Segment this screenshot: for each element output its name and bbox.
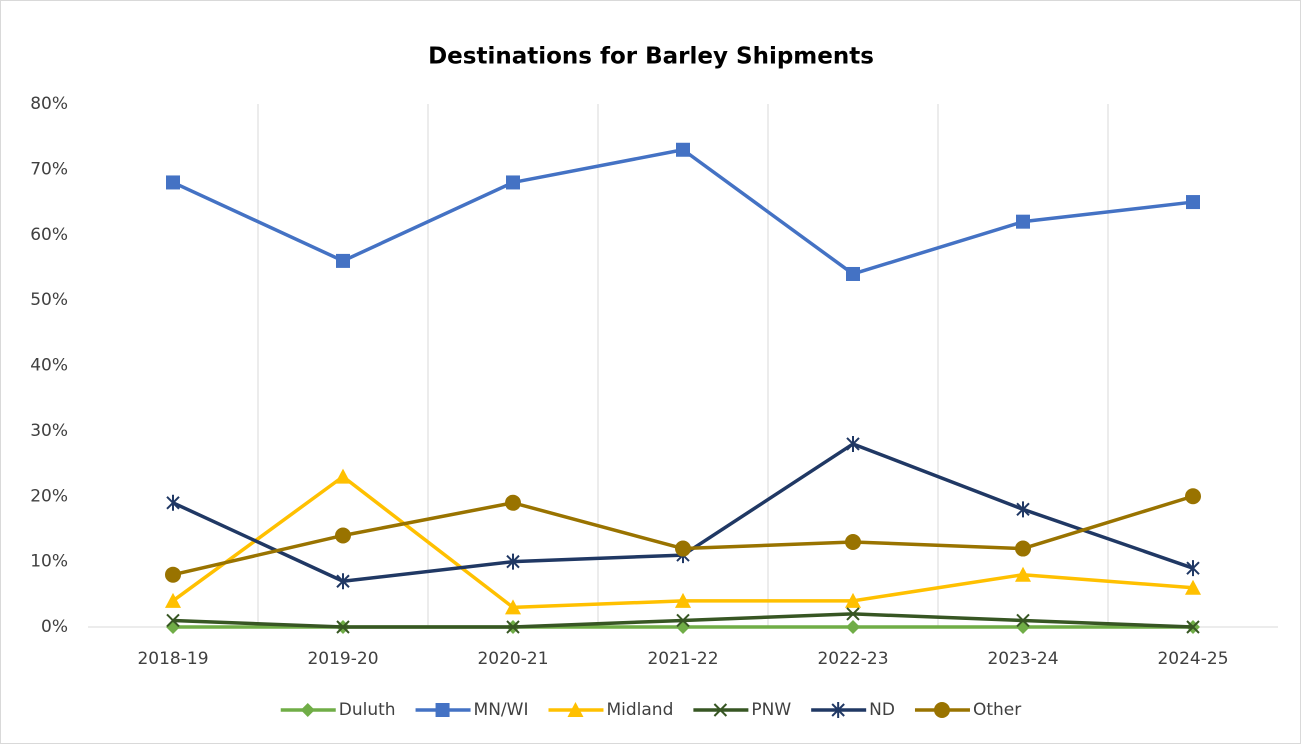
marker bbox=[336, 253, 350, 268]
x-tick-label: 2023-24 bbox=[987, 649, 1058, 669]
marker bbox=[1185, 488, 1201, 505]
marker bbox=[1016, 501, 1030, 518]
marker bbox=[676, 142, 690, 157]
y-tick-label: 30% bbox=[30, 421, 68, 441]
marker bbox=[165, 566, 181, 583]
x-tick-label: 2020-21 bbox=[477, 649, 548, 669]
marker bbox=[846, 435, 860, 452]
legend-label: PNW bbox=[751, 700, 791, 720]
marker bbox=[675, 592, 691, 608]
marker bbox=[506, 175, 520, 190]
legend-label: Other bbox=[973, 700, 1021, 720]
marker bbox=[335, 468, 351, 484]
marker bbox=[846, 266, 860, 281]
y-tick-label: 40% bbox=[30, 356, 68, 376]
legend-label: Midland bbox=[606, 700, 673, 720]
x-tick-label: 2018-19 bbox=[137, 649, 208, 669]
x-tick-label: 2022-23 bbox=[817, 649, 888, 669]
marker bbox=[846, 607, 860, 621]
marker bbox=[1186, 560, 1200, 577]
legend-marker bbox=[300, 703, 315, 717]
y-tick-label: 70% bbox=[30, 159, 68, 179]
x-tick-label: 2019-20 bbox=[307, 649, 378, 669]
marker bbox=[1016, 613, 1030, 628]
legend-marker bbox=[831, 702, 845, 718]
marker bbox=[336, 573, 350, 590]
y-tick-label: 0% bbox=[41, 617, 68, 637]
marker bbox=[166, 175, 180, 190]
marker bbox=[845, 592, 861, 608]
marker bbox=[1016, 214, 1030, 229]
marker bbox=[336, 620, 350, 634]
marker bbox=[166, 613, 180, 628]
legend-marker bbox=[435, 703, 450, 717]
marker bbox=[505, 599, 521, 615]
marker bbox=[1185, 579, 1201, 595]
chart-title: Destinations for Barley Shipments bbox=[428, 44, 874, 70]
y-tick-label: 60% bbox=[30, 225, 68, 245]
marker bbox=[845, 534, 861, 551]
marker bbox=[166, 494, 180, 511]
legend-marker bbox=[713, 703, 728, 717]
marker bbox=[1186, 620, 1200, 634]
marker bbox=[675, 540, 691, 557]
legend-label: Duluth bbox=[339, 700, 396, 720]
y-tick-label: 50% bbox=[30, 290, 68, 310]
marker bbox=[506, 553, 520, 570]
marker bbox=[505, 494, 521, 511]
y-tick-label: 20% bbox=[30, 486, 68, 506]
marker bbox=[1015, 540, 1031, 557]
y-tick-label: 10% bbox=[30, 552, 68, 572]
marker bbox=[165, 592, 181, 608]
x-tick-label: 2021-22 bbox=[647, 649, 718, 669]
legend-marker bbox=[567, 702, 584, 717]
marker bbox=[846, 620, 860, 634]
legend-label: MN/WI bbox=[474, 700, 529, 720]
marker bbox=[1186, 195, 1200, 210]
y-tick-label: 80% bbox=[30, 94, 68, 114]
marker bbox=[1015, 566, 1031, 582]
legend-marker bbox=[933, 702, 950, 718]
marker bbox=[506, 620, 520, 634]
marker bbox=[335, 527, 351, 544]
legend-label: ND bbox=[869, 700, 895, 720]
marker bbox=[676, 613, 690, 628]
x-tick-label: 2024-25 bbox=[1157, 649, 1228, 669]
